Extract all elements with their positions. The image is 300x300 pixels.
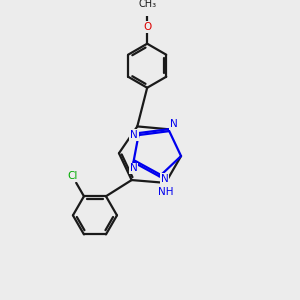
Text: Cl: Cl <box>67 171 77 181</box>
Text: NH: NH <box>158 187 173 197</box>
Text: N: N <box>169 119 177 129</box>
Text: CH₃: CH₃ <box>138 0 156 9</box>
Text: N: N <box>130 164 137 173</box>
Text: N: N <box>161 174 168 184</box>
Text: N: N <box>130 130 138 140</box>
Text: O: O <box>143 22 151 32</box>
